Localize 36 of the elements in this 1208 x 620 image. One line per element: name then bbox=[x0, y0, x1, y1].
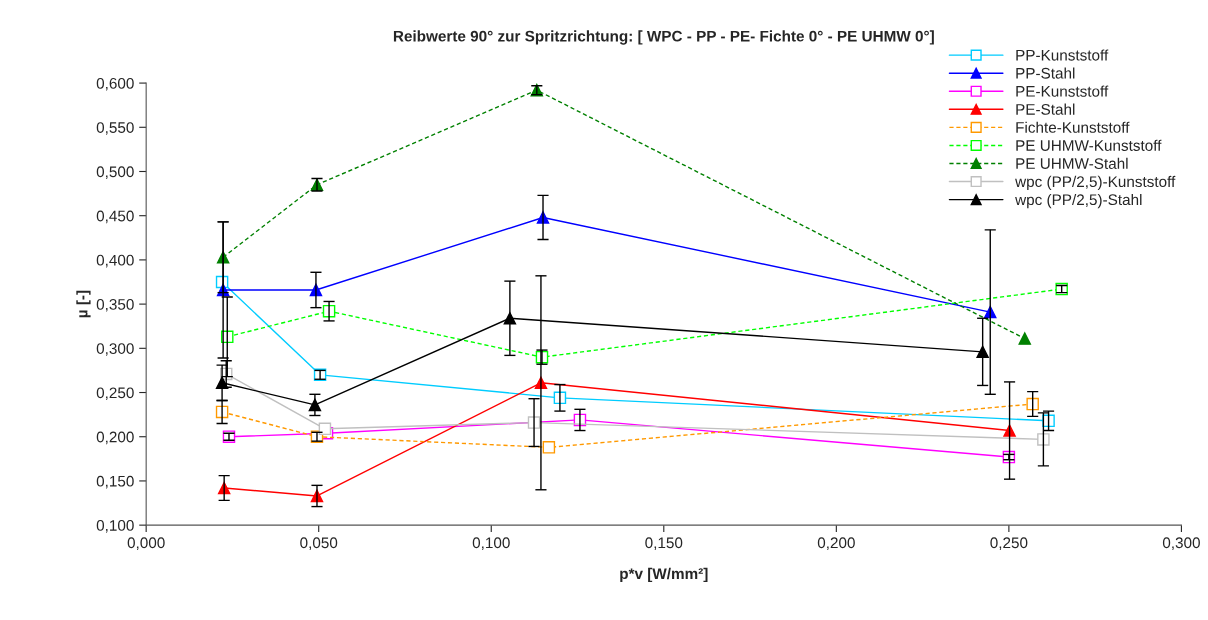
point bbox=[318, 422, 332, 436]
legend-label: PP-Kunststoff bbox=[1016, 49, 1109, 61]
y-tick-label: 0,250 bbox=[96, 387, 134, 401]
y-tick-label: 0,450 bbox=[96, 210, 134, 224]
chart-title: Reibwerte 90° zur Spritzrichtung: [ WPC - PP - PE- Fichte 0° - PE UHMW 0°] bbox=[393, 30, 934, 45]
y-tick-label: 0,600 bbox=[96, 77, 134, 91]
point bbox=[1018, 332, 1032, 345]
legend-label: Fichte-Kunststoff bbox=[1016, 121, 1130, 133]
x-tick-label: 0,200 bbox=[817, 537, 855, 550]
y-tick-label: 0,300 bbox=[96, 343, 134, 356]
x-tick-label: 0,250 bbox=[990, 537, 1028, 550]
y-tick-label: 0,150 bbox=[96, 475, 134, 489]
y-tick-label: 0,100 bbox=[96, 520, 134, 533]
legend-label: wpc (PP/2,5)-Kunststoff bbox=[1015, 175, 1176, 191]
legend-label: PE-Kunststoff bbox=[1016, 85, 1109, 97]
y-tick-label: 0,350 bbox=[96, 298, 134, 312]
x-tick-label: 0,300 bbox=[1162, 537, 1200, 550]
legend-label: wpc (PP/2,5)-Stahl bbox=[1015, 193, 1142, 209]
point bbox=[542, 441, 556, 454]
legend-label: PE UHMW-Kunststoff bbox=[1016, 139, 1162, 151]
y-tick-label: 0,400 bbox=[96, 254, 134, 268]
x-tick-label: 0,050 bbox=[300, 537, 338, 550]
point bbox=[1026, 397, 1039, 411]
legend-label: PE UHMW-Stahl bbox=[1016, 157, 1128, 169]
y-tick-label: 0,500 bbox=[96, 166, 134, 179]
point bbox=[976, 345, 989, 359]
x-tick-label: 0,000 bbox=[127, 537, 165, 550]
y-tick-label: 0,550 bbox=[96, 122, 134, 135]
point bbox=[1037, 433, 1050, 446]
x-axis-title: p*v [W/mm²] bbox=[620, 567, 708, 583]
x-tick-label: 0,100 bbox=[472, 537, 510, 550]
x-tick-label: 0,150 bbox=[645, 537, 683, 550]
legend-label: PP-Stahl bbox=[1016, 67, 1075, 79]
y-axis-title: µ [-] bbox=[76, 290, 91, 318]
legend-label: PE-Stahl bbox=[1016, 103, 1075, 115]
y-tick-label: 0,200 bbox=[96, 431, 134, 445]
